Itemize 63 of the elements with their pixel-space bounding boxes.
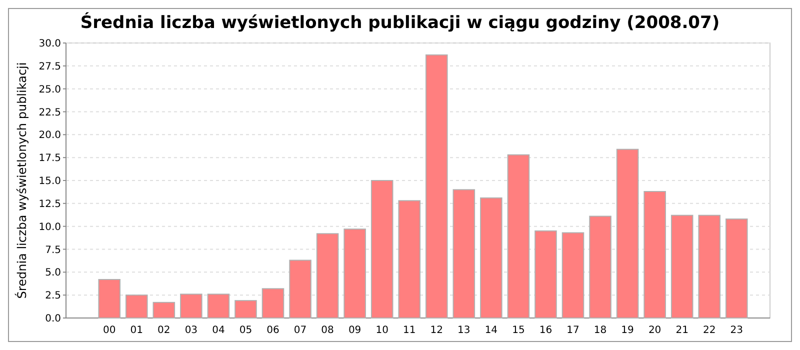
y-tick-label: 12.5: [38, 198, 61, 210]
y-tick-label: 25.0: [38, 84, 61, 96]
bar: [562, 232, 584, 318]
x-tick-label: 05: [239, 325, 252, 336]
y-tick-label: 17.5: [38, 153, 61, 164]
bar: [98, 279, 120, 318]
bar: [644, 191, 666, 318]
bar: [316, 233, 339, 318]
y-tick-label: 10.0: [38, 222, 61, 233]
bar: [398, 200, 420, 318]
x-tick-label: 10: [376, 325, 388, 336]
x-tick-label: 23: [730, 325, 744, 336]
x-tick-label: 08: [321, 325, 334, 336]
chart-title: Średnia liczba wyświetlonych publikacji w ciągu godziny (2008.07): [80, 12, 720, 33]
bar: [452, 189, 476, 318]
bar: [480, 197, 502, 318]
x-tick-label: 20: [648, 325, 662, 336]
bar: [616, 148, 639, 318]
bar: [180, 294, 202, 318]
x-tick-label: 06: [266, 325, 280, 336]
x-tick-label: 21: [676, 325, 688, 336]
bar: [262, 288, 284, 318]
x-tick-label: 02: [158, 325, 170, 336]
y-tick-label: 2.5: [45, 290, 61, 302]
bar: [234, 300, 257, 318]
bar: [670, 214, 694, 318]
y-tick-label: 5.0: [45, 268, 61, 279]
x-tick-label: 18: [594, 325, 607, 336]
x-tick-label: 07: [294, 325, 307, 336]
x-tick-label: 04: [212, 325, 225, 336]
x-tick-label: 13: [458, 325, 470, 336]
bar: [726, 218, 748, 318]
x-tick-label: 14: [484, 325, 498, 336]
bar: [507, 154, 530, 318]
x-tick-label: 22: [702, 325, 716, 336]
y-tick-label: 30.0: [38, 38, 61, 50]
y-tick-label: 0.0: [45, 314, 61, 324]
bar: [344, 228, 366, 318]
y-tick-label: 7.5: [45, 244, 61, 256]
bar: [534, 230, 557, 318]
x-tick-label: 03: [184, 325, 198, 336]
bar: [207, 294, 230, 318]
x-tick-label: 00: [102, 325, 116, 336]
x-tick-label: 16: [539, 325, 552, 336]
y-tick-label: 22.5: [38, 107, 61, 118]
bar: [426, 54, 448, 318]
bar: [126, 294, 148, 318]
bar: [370, 180, 394, 318]
bar: [289, 260, 312, 318]
x-tick-label: 11: [402, 325, 416, 336]
y-tick-label: 15.0: [38, 176, 61, 187]
bar: [589, 216, 612, 318]
y-tick-label: 20.0: [38, 130, 61, 142]
bar: [698, 214, 720, 318]
x-tick-label: 17: [566, 325, 580, 336]
x-tick-label: 09: [348, 325, 362, 336]
y-tick-label: 27.5: [38, 61, 61, 72]
y-axis-title: Średnia liczba wyświetlonych publikacji: [14, 62, 29, 299]
x-tick-label: 12: [430, 325, 444, 336]
x-tick-label: 19: [621, 325, 634, 336]
x-tick-label: 15: [512, 325, 525, 336]
bar: [152, 302, 176, 318]
x-tick-label: 01: [130, 325, 144, 336]
